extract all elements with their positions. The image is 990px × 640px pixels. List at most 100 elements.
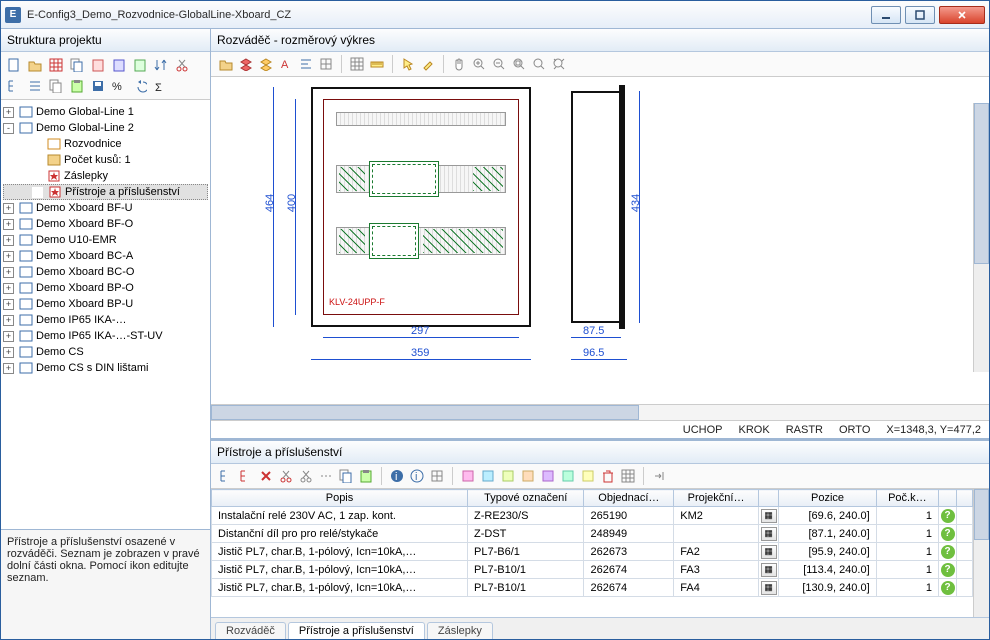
col-header[interactable]: Projekční… — [674, 490, 759, 507]
x-icon[interactable] — [257, 467, 275, 485]
grid2-icon[interactable] — [619, 467, 637, 485]
grid-icon[interactable] — [317, 55, 335, 73]
c7-icon[interactable] — [579, 467, 597, 485]
close-button[interactable] — [939, 6, 985, 24]
percent-icon[interactable]: % — [110, 77, 128, 95]
status-rastr[interactable]: RASTR — [786, 424, 823, 436]
col-header[interactable]: Popis — [212, 490, 468, 507]
tree-item[interactable]: Záslepky — [3, 168, 208, 184]
minimize-button[interactable] — [871, 6, 901, 24]
table-row[interactable]: Jistič PL7, char.B, 1-pólový, Icn=10kA,…… — [212, 561, 973, 579]
tree-icon[interactable] — [5, 77, 23, 95]
col-header[interactable] — [758, 490, 779, 507]
cut2-icon[interactable] — [317, 467, 335, 485]
tree-item[interactable]: +Demo Xboard BC-O — [3, 264, 208, 280]
c5-icon[interactable] — [539, 467, 557, 485]
table-row[interactable]: Jistič PL7, char.B, 1-pólový, Icn=10kA,…… — [212, 543, 973, 561]
tree-item[interactable]: +Demo U10-EMR — [3, 232, 208, 248]
col-header[interactable]: Objednací… — [584, 490, 674, 507]
row-help-icon[interactable]: ? — [941, 545, 955, 559]
c3-icon[interactable] — [499, 467, 517, 485]
open-icon[interactable] — [26, 56, 44, 74]
new-icon[interactable] — [5, 56, 23, 74]
row-pos-button[interactable]: ▦ — [761, 581, 777, 595]
pointer-icon[interactable] — [399, 55, 417, 73]
tree-item[interactable]: -Demo Global-Line 2 — [3, 120, 208, 136]
ruler-icon[interactable] — [368, 55, 386, 73]
open-icon[interactable] — [217, 55, 235, 73]
scissors-icon[interactable] — [297, 467, 315, 485]
table-row[interactable]: Jistič PL7, char.B, 1-pólový, Icn=10kA,…… — [212, 579, 973, 597]
drawing-canvas[interactable]: KLV-24UPP-F 464 400 297 359 — [211, 77, 989, 404]
paste-icon[interactable] — [68, 77, 86, 95]
del-icon[interactable] — [599, 467, 617, 485]
pick-icon[interactable] — [419, 55, 437, 73]
canvas-vscroll[interactable] — [973, 103, 989, 372]
tree-item[interactable]: Počet kusů: 1 — [3, 152, 208, 168]
tree2-icon[interactable] — [237, 467, 255, 485]
row-pos-button[interactable]: ▦ — [761, 563, 777, 577]
paste3-icon[interactable] — [131, 56, 149, 74]
zoom-out-icon[interactable] — [490, 55, 508, 73]
status-uchop[interactable]: UCHOP — [683, 424, 723, 436]
tree-item[interactable]: +Demo Xboard BP-O — [3, 280, 208, 296]
row-help-icon[interactable]: ? — [941, 563, 955, 577]
devices-grid[interactable]: PopisTypové označeníObjednací…Projekční…… — [211, 489, 973, 617]
tab-0[interactable]: Rozváděč — [215, 622, 286, 639]
col-header[interactable] — [939, 490, 957, 507]
grid2-icon[interactable] — [348, 55, 366, 73]
row-help-icon[interactable]: ? — [941, 509, 955, 523]
tree-item[interactable]: +Demo Xboard BP-U — [3, 296, 208, 312]
row-help-icon[interactable]: ? — [941, 527, 955, 541]
c6-icon[interactable] — [559, 467, 577, 485]
zoom-fit-icon[interactable] — [510, 55, 528, 73]
maximize-button[interactable] — [905, 6, 935, 24]
paste1-icon[interactable] — [89, 56, 107, 74]
tree-item[interactable]: +Demo CS s DIN lištami — [3, 360, 208, 376]
canvas-hscroll[interactable] — [211, 404, 989, 420]
copy2-icon[interactable] — [47, 77, 65, 95]
layers-red-icon[interactable] — [237, 55, 255, 73]
tree-item[interactable]: +Demo Xboard BF-O — [3, 216, 208, 232]
info-icon[interactable]: i — [388, 467, 406, 485]
tab-2[interactable]: Záslepky — [427, 622, 493, 639]
status-orto[interactable]: ORTO — [839, 424, 870, 436]
grid-vscroll[interactable] — [973, 489, 989, 617]
grid1-icon[interactable] — [47, 56, 65, 74]
paste-icon[interactable] — [357, 467, 375, 485]
tree-item[interactable]: +Demo IP65 IKA-…-ST-UV — [3, 328, 208, 344]
tree-icon[interactable] — [217, 467, 235, 485]
row-pos-button[interactable]: ▦ — [761, 527, 777, 541]
end-icon[interactable] — [650, 467, 668, 485]
copy-icon[interactable] — [337, 467, 355, 485]
c2-icon[interactable] — [479, 467, 497, 485]
table-row[interactable]: Distanční díl pro pro relé/stykačeZ-DST2… — [212, 525, 973, 543]
grid-icon[interactable] — [428, 467, 446, 485]
text-icon[interactable]: A — [277, 55, 295, 73]
col-header[interactable] — [957, 490, 973, 507]
c1-icon[interactable] — [459, 467, 477, 485]
table-row[interactable]: Instalační relé 230V AC, 1 zap. kont.Z-R… — [212, 507, 973, 525]
row-pos-button[interactable]: ▦ — [761, 509, 777, 523]
tree-item[interactable]: +Demo Xboard BF-U — [3, 200, 208, 216]
hand-icon[interactable] — [450, 55, 468, 73]
status-krok[interactable]: KROK — [739, 424, 770, 436]
copy-icon[interactable] — [68, 56, 86, 74]
list-icon[interactable] — [26, 77, 44, 95]
undo-icon[interactable] — [131, 77, 149, 95]
project-tree[interactable]: +Demo Global-Line 1-Demo Global-Line 2Ro… — [1, 100, 210, 529]
tab-1[interactable]: Přístroje a příslušenství — [288, 622, 425, 639]
tree-item[interactable]: Rozvodnice — [3, 136, 208, 152]
col-header[interactable]: Pozice — [779, 490, 876, 507]
tree-item[interactable]: Přístroje a příslušenství — [3, 184, 208, 200]
tree-item[interactable]: +Demo IP65 IKA-… — [3, 312, 208, 328]
row-help-icon[interactable]: ? — [941, 581, 955, 595]
layers-icon[interactable] — [257, 55, 275, 73]
zoom-all-icon[interactable] — [550, 55, 568, 73]
col-header[interactable]: Typové označení — [468, 490, 584, 507]
cut-icon[interactable] — [173, 56, 191, 74]
c4-icon[interactable] — [519, 467, 537, 485]
tree-item[interactable]: +Demo Xboard BC-A — [3, 248, 208, 264]
cut-icon[interactable] — [277, 467, 295, 485]
save-icon[interactable] — [89, 77, 107, 95]
